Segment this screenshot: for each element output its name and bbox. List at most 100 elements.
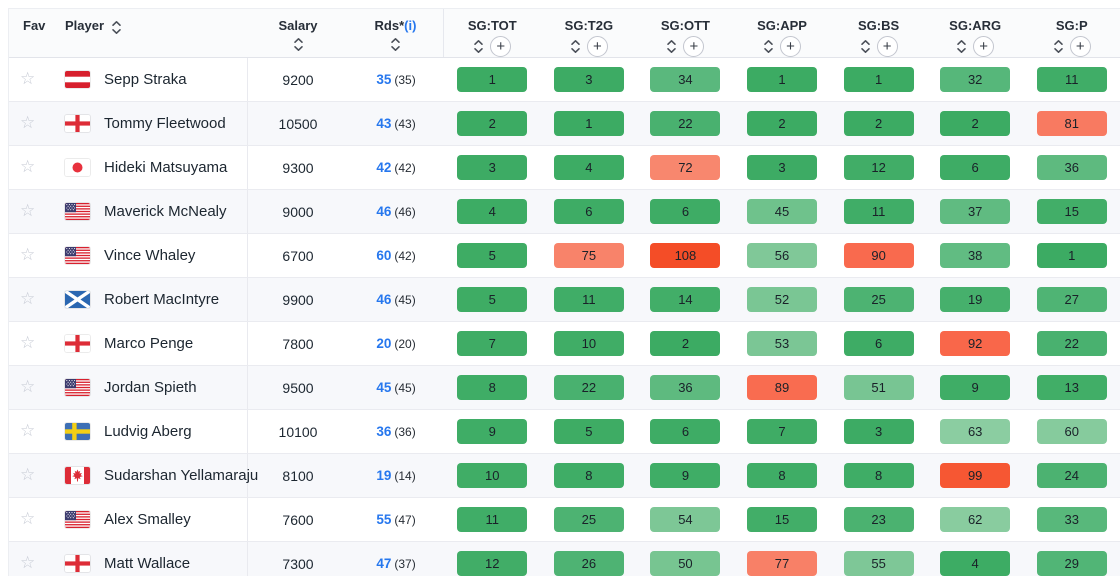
rounds-value[interactable]: 60: [376, 248, 392, 263]
england-flag-icon: [65, 555, 90, 572]
add-column-button[interactable]: +: [973, 36, 995, 57]
player-cell[interactable]: Maverick McNealy: [57, 190, 248, 233]
favorite-star-icon[interactable]: ☆: [20, 509, 36, 528]
sort-chevrons-icon[interactable]: [1053, 39, 1064, 54]
sg-cell-sg-p: 27: [1023, 287, 1120, 312]
column-header-salary[interactable]: Salary: [248, 9, 348, 57]
sg-cell-sg-bs: 3: [830, 419, 927, 444]
table-row[interactable]: ☆ Hideki Matsuyama 9300 42 (42) 3 4 72 3 12 6 36: [9, 146, 1120, 190]
sort-chevrons-icon[interactable]: [111, 20, 122, 35]
column-header-rounds[interactable]: Rds*(i): [348, 9, 444, 57]
table-row[interactable]: ☆ Tommy Fleetwood 10500 43 (43) 2 1 22 2 2 2 81: [9, 102, 1120, 146]
table-row[interactable]: ☆ Sudarshan Yellamaraju 8100 19 (14) 10 8 9 8 8 99…: [9, 454, 1120, 498]
column-header-sg-t2g[interactable]: SG:T2G +: [541, 9, 638, 57]
player-cell[interactable]: Alex Smalley: [57, 498, 248, 541]
favorite-star-icon[interactable]: ☆: [20, 201, 36, 220]
favorite-star-icon[interactable]: ☆: [20, 157, 36, 176]
sg-cell-sg-arg: 62: [927, 507, 1024, 532]
sg-rank-pill: 34: [650, 67, 721, 92]
favorite-star-icon[interactable]: ☆: [20, 113, 36, 132]
rounds-value[interactable]: 43: [376, 116, 392, 131]
add-column-button[interactable]: +: [683, 36, 705, 57]
fav-cell: ☆: [9, 334, 57, 353]
fav-cell: ☆: [9, 114, 57, 133]
player-name: Alex Smalley: [104, 511, 191, 528]
favorite-star-icon[interactable]: ☆: [20, 69, 36, 88]
table-row[interactable]: ☆ Robert MacIntyre 9900 46 (45) 5 11 14 52 25 19 27: [9, 278, 1120, 322]
sg-rank-pill: 13: [1036, 375, 1107, 400]
table-row[interactable]: ☆ Sepp Straka 9200 35 (35) 1 3 34 1 1 32 11: [9, 58, 1120, 102]
favorite-star-icon[interactable]: ☆: [20, 465, 36, 484]
rounds-value[interactable]: 46: [376, 292, 392, 307]
sg-cell-sg-ott: 50: [637, 551, 734, 576]
sort-chevrons-icon[interactable]: [860, 39, 871, 54]
rounds-value[interactable]: 42: [376, 160, 392, 175]
add-column-button[interactable]: +: [1069, 36, 1091, 57]
add-column-button[interactable]: +: [490, 36, 512, 57]
sort-chevrons-icon[interactable]: [666, 39, 677, 54]
sg-rank-pill: 9: [940, 375, 1011, 400]
rounds-value[interactable]: 55: [376, 512, 392, 527]
column-header-sg-p[interactable]: SG:P +: [1023, 9, 1120, 57]
rounds-value[interactable]: 19: [376, 468, 392, 483]
player-name: Sudarshan Yellamaraju: [104, 467, 259, 484]
sg-rank-pill: 6: [650, 419, 721, 444]
sort-chevrons-icon[interactable]: [473, 39, 484, 54]
sg-rank-pill: 11: [457, 507, 528, 532]
player-cell[interactable]: Tommy Fleetwood: [57, 102, 248, 145]
column-header-sg-arg[interactable]: SG:ARG +: [927, 9, 1024, 57]
sort-chevrons-icon[interactable]: [293, 37, 304, 52]
add-column-button[interactable]: +: [780, 36, 802, 57]
info-icon[interactable]: (i): [404, 18, 417, 33]
column-header-player[interactable]: Player: [57, 9, 248, 57]
column-header-sg-ott[interactable]: SG:OTT +: [637, 9, 734, 57]
sg-cell-sg-p: 60: [1023, 419, 1120, 444]
rounds-value[interactable]: 46: [376, 204, 392, 219]
sg-header-label: SG:ARG: [949, 18, 1002, 33]
table-row[interactable]: ☆ Alex Smalley 7600 55 (47) 11 25 54 15 23 62 33: [9, 498, 1120, 542]
column-header-sg-tot[interactable]: SG:TOT +: [444, 9, 541, 57]
sg-cell-sg-ott: 2: [637, 331, 734, 356]
column-header-sg-app[interactable]: SG:APP +: [734, 9, 831, 57]
player-cell[interactable]: Sudarshan Yellamaraju: [57, 454, 258, 497]
sort-chevrons-icon[interactable]: [390, 37, 401, 52]
player-cell[interactable]: Matt Wallace: [57, 542, 248, 576]
table-row[interactable]: ☆ Ludvig Aberg 10100 36 (36) 9 5 6 7 3 63 60: [9, 410, 1120, 454]
add-column-button[interactable]: +: [876, 36, 898, 57]
player-cell[interactable]: Ludvig Aberg: [57, 410, 248, 453]
sg-rank-pill: 2: [843, 111, 914, 136]
player-cell[interactable]: Marco Penge: [57, 322, 248, 365]
player-cell[interactable]: Hideki Matsuyama: [57, 146, 248, 189]
table-row[interactable]: ☆ Vince Whaley 6700 60 (42) 5 75 108 56 90 38 1: [9, 234, 1120, 278]
favorite-star-icon[interactable]: ☆: [20, 245, 36, 264]
favorite-star-icon[interactable]: ☆: [20, 421, 36, 440]
favorite-star-icon[interactable]: ☆: [20, 553, 36, 572]
table-row[interactable]: ☆ Maverick McNealy 9000 46 (46) 4 6 6 45 11 37 15: [9, 190, 1120, 234]
favorite-star-icon[interactable]: ☆: [20, 377, 36, 396]
player-cell[interactable]: Jordan Spieth: [57, 366, 248, 409]
sg-rank-pill: 55: [843, 551, 914, 576]
favorite-star-icon[interactable]: ☆: [20, 333, 36, 352]
player-cell[interactable]: Robert MacIntyre: [57, 278, 248, 321]
sort-chevrons-icon[interactable]: [570, 39, 581, 54]
add-column-button[interactable]: +: [586, 36, 608, 57]
sort-chevrons-icon[interactable]: [763, 39, 774, 54]
rounds-value[interactable]: 47: [376, 556, 392, 571]
sort-chevrons-icon[interactable]: [956, 39, 967, 54]
table-row[interactable]: ☆ Marco Penge 7800 20 (20) 7 10 2 53 6 92 22: [9, 322, 1120, 366]
sg-rank-pill: 15: [747, 507, 818, 532]
table-row[interactable]: ☆ Jordan Spieth 9500 45 (45) 8 22 36 89 51 9 13: [9, 366, 1120, 410]
player-cell[interactable]: Sepp Straka: [57, 58, 248, 101]
sg-rank-pill: 52: [747, 287, 818, 312]
player-header-label: Player: [65, 18, 105, 33]
column-header-sg-bs[interactable]: SG:BS +: [830, 9, 927, 57]
sg-cell-sg-t2g: 6: [541, 199, 638, 224]
rounds-value[interactable]: 35: [376, 72, 392, 87]
rounds-value[interactable]: 45: [376, 380, 392, 395]
favorite-star-icon[interactable]: ☆: [20, 289, 36, 308]
table-row[interactable]: ☆ Matt Wallace 7300 47 (37) 12 26 50 77 55 4 29: [9, 542, 1120, 576]
rounds-value[interactable]: 36: [376, 424, 392, 439]
sg-cell-sg-app: 7: [734, 419, 831, 444]
rounds-value[interactable]: 20: [376, 336, 392, 351]
player-cell[interactable]: Vince Whaley: [57, 234, 248, 277]
